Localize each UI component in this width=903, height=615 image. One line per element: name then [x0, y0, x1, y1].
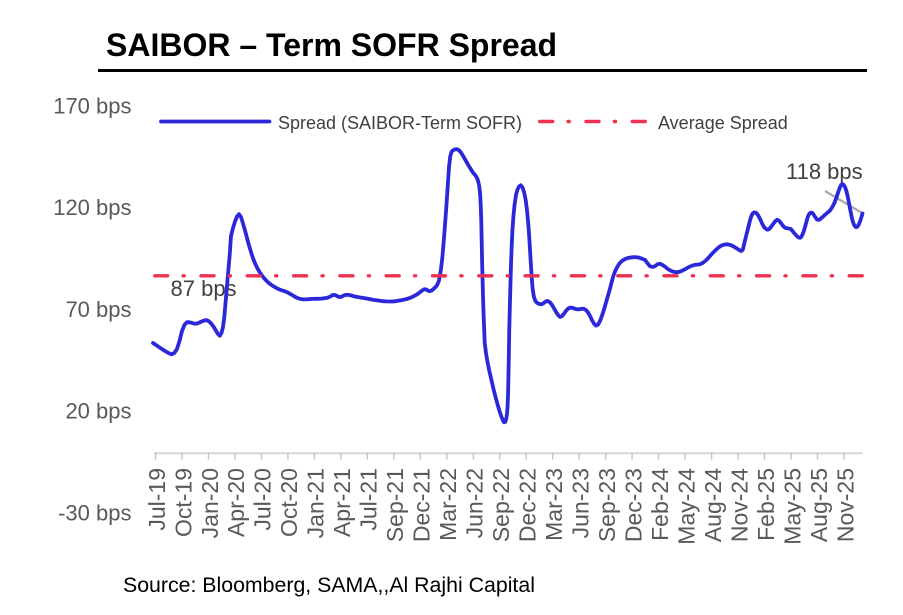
svg-text:Feb-25: Feb-25	[753, 468, 779, 541]
svg-text:Jul-19: Jul-19	[144, 468, 170, 531]
svg-text:Dec-23: Dec-23	[620, 468, 646, 542]
svg-text:Nov-24: Nov-24	[726, 468, 752, 542]
svg-text:Jan-21: Jan-21	[303, 468, 329, 538]
svg-text:Jan-20: Jan-20	[197, 468, 223, 538]
svg-text:Nov-25: Nov-25	[832, 468, 858, 542]
svg-text:70 bps: 70 bps	[65, 297, 131, 322]
svg-text:May-25: May-25	[779, 468, 805, 545]
svg-text:Jun-22: Jun-22	[462, 468, 488, 538]
svg-text:Dec-22: Dec-22	[515, 468, 541, 542]
svg-text:Aug-25: Aug-25	[806, 468, 832, 542]
svg-text:Aug-24: Aug-24	[700, 468, 726, 542]
svg-text:Mar-23: Mar-23	[541, 468, 567, 541]
svg-text:Apr-21: Apr-21	[329, 468, 355, 537]
svg-text:Mar-22: Mar-22	[435, 468, 461, 541]
svg-text:Sep-23: Sep-23	[594, 468, 620, 542]
svg-text:Jul-21: Jul-21	[356, 468, 382, 531]
svg-text:170 bps: 170 bps	[53, 94, 131, 119]
svg-text:Jul-20: Jul-20	[250, 468, 276, 531]
svg-text:Oct-20: Oct-20	[276, 468, 302, 537]
svg-text:120 bps: 120 bps	[53, 195, 131, 220]
svg-text:20 bps: 20 bps	[65, 399, 131, 424]
svg-text:Apr-20: Apr-20	[223, 468, 249, 537]
svg-text:May-24: May-24	[673, 468, 699, 545]
svg-text:Oct-19: Oct-19	[170, 468, 196, 537]
svg-text:-30 bps: -30 bps	[58, 501, 131, 526]
svg-text:Jun-23: Jun-23	[568, 468, 594, 538]
svg-text:Sep-21: Sep-21	[382, 468, 408, 542]
svg-text:Sep-22: Sep-22	[488, 468, 514, 542]
svg-text:Feb-24: Feb-24	[647, 468, 673, 541]
svg-text:Dec-21: Dec-21	[409, 468, 435, 542]
